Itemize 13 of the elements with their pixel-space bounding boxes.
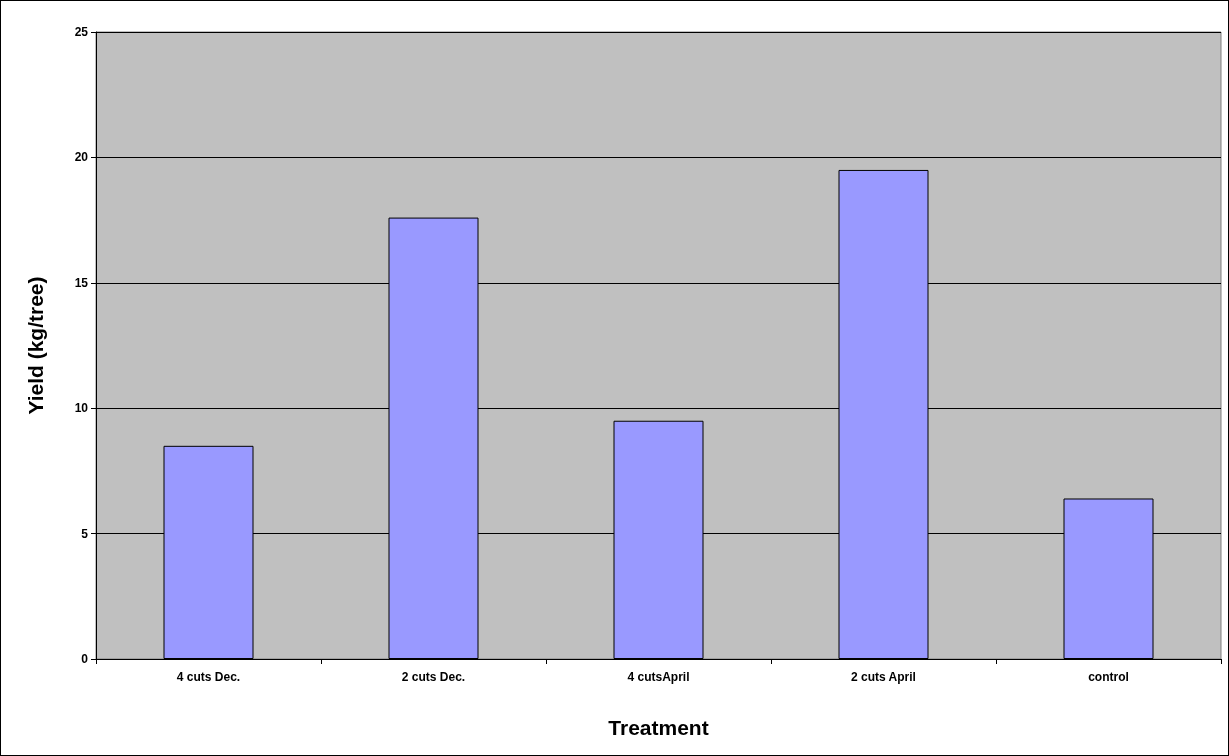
y-axis-title: Yield (kg/tree): [24, 276, 47, 415]
x-tick-label: 4 cutsApril: [627, 670, 690, 684]
y-tick-label: 10: [74, 401, 89, 416]
y-tick-label: 25: [74, 25, 89, 39]
y-tick-label: 20: [74, 150, 89, 165]
x-tick-label: control: [1088, 670, 1129, 684]
x-tick-label: 2 cuts April: [851, 670, 916, 684]
x-tick-label: 4 cuts Dec.: [176, 670, 241, 684]
x-tick-label: 2 cuts Dec.: [401, 670, 466, 684]
y-tick-label: 15: [74, 275, 89, 290]
y-tick-label: 0: [81, 652, 89, 666]
y-tick-label: 5: [81, 526, 89, 541]
x-axis-title: Treatment: [608, 716, 709, 739]
